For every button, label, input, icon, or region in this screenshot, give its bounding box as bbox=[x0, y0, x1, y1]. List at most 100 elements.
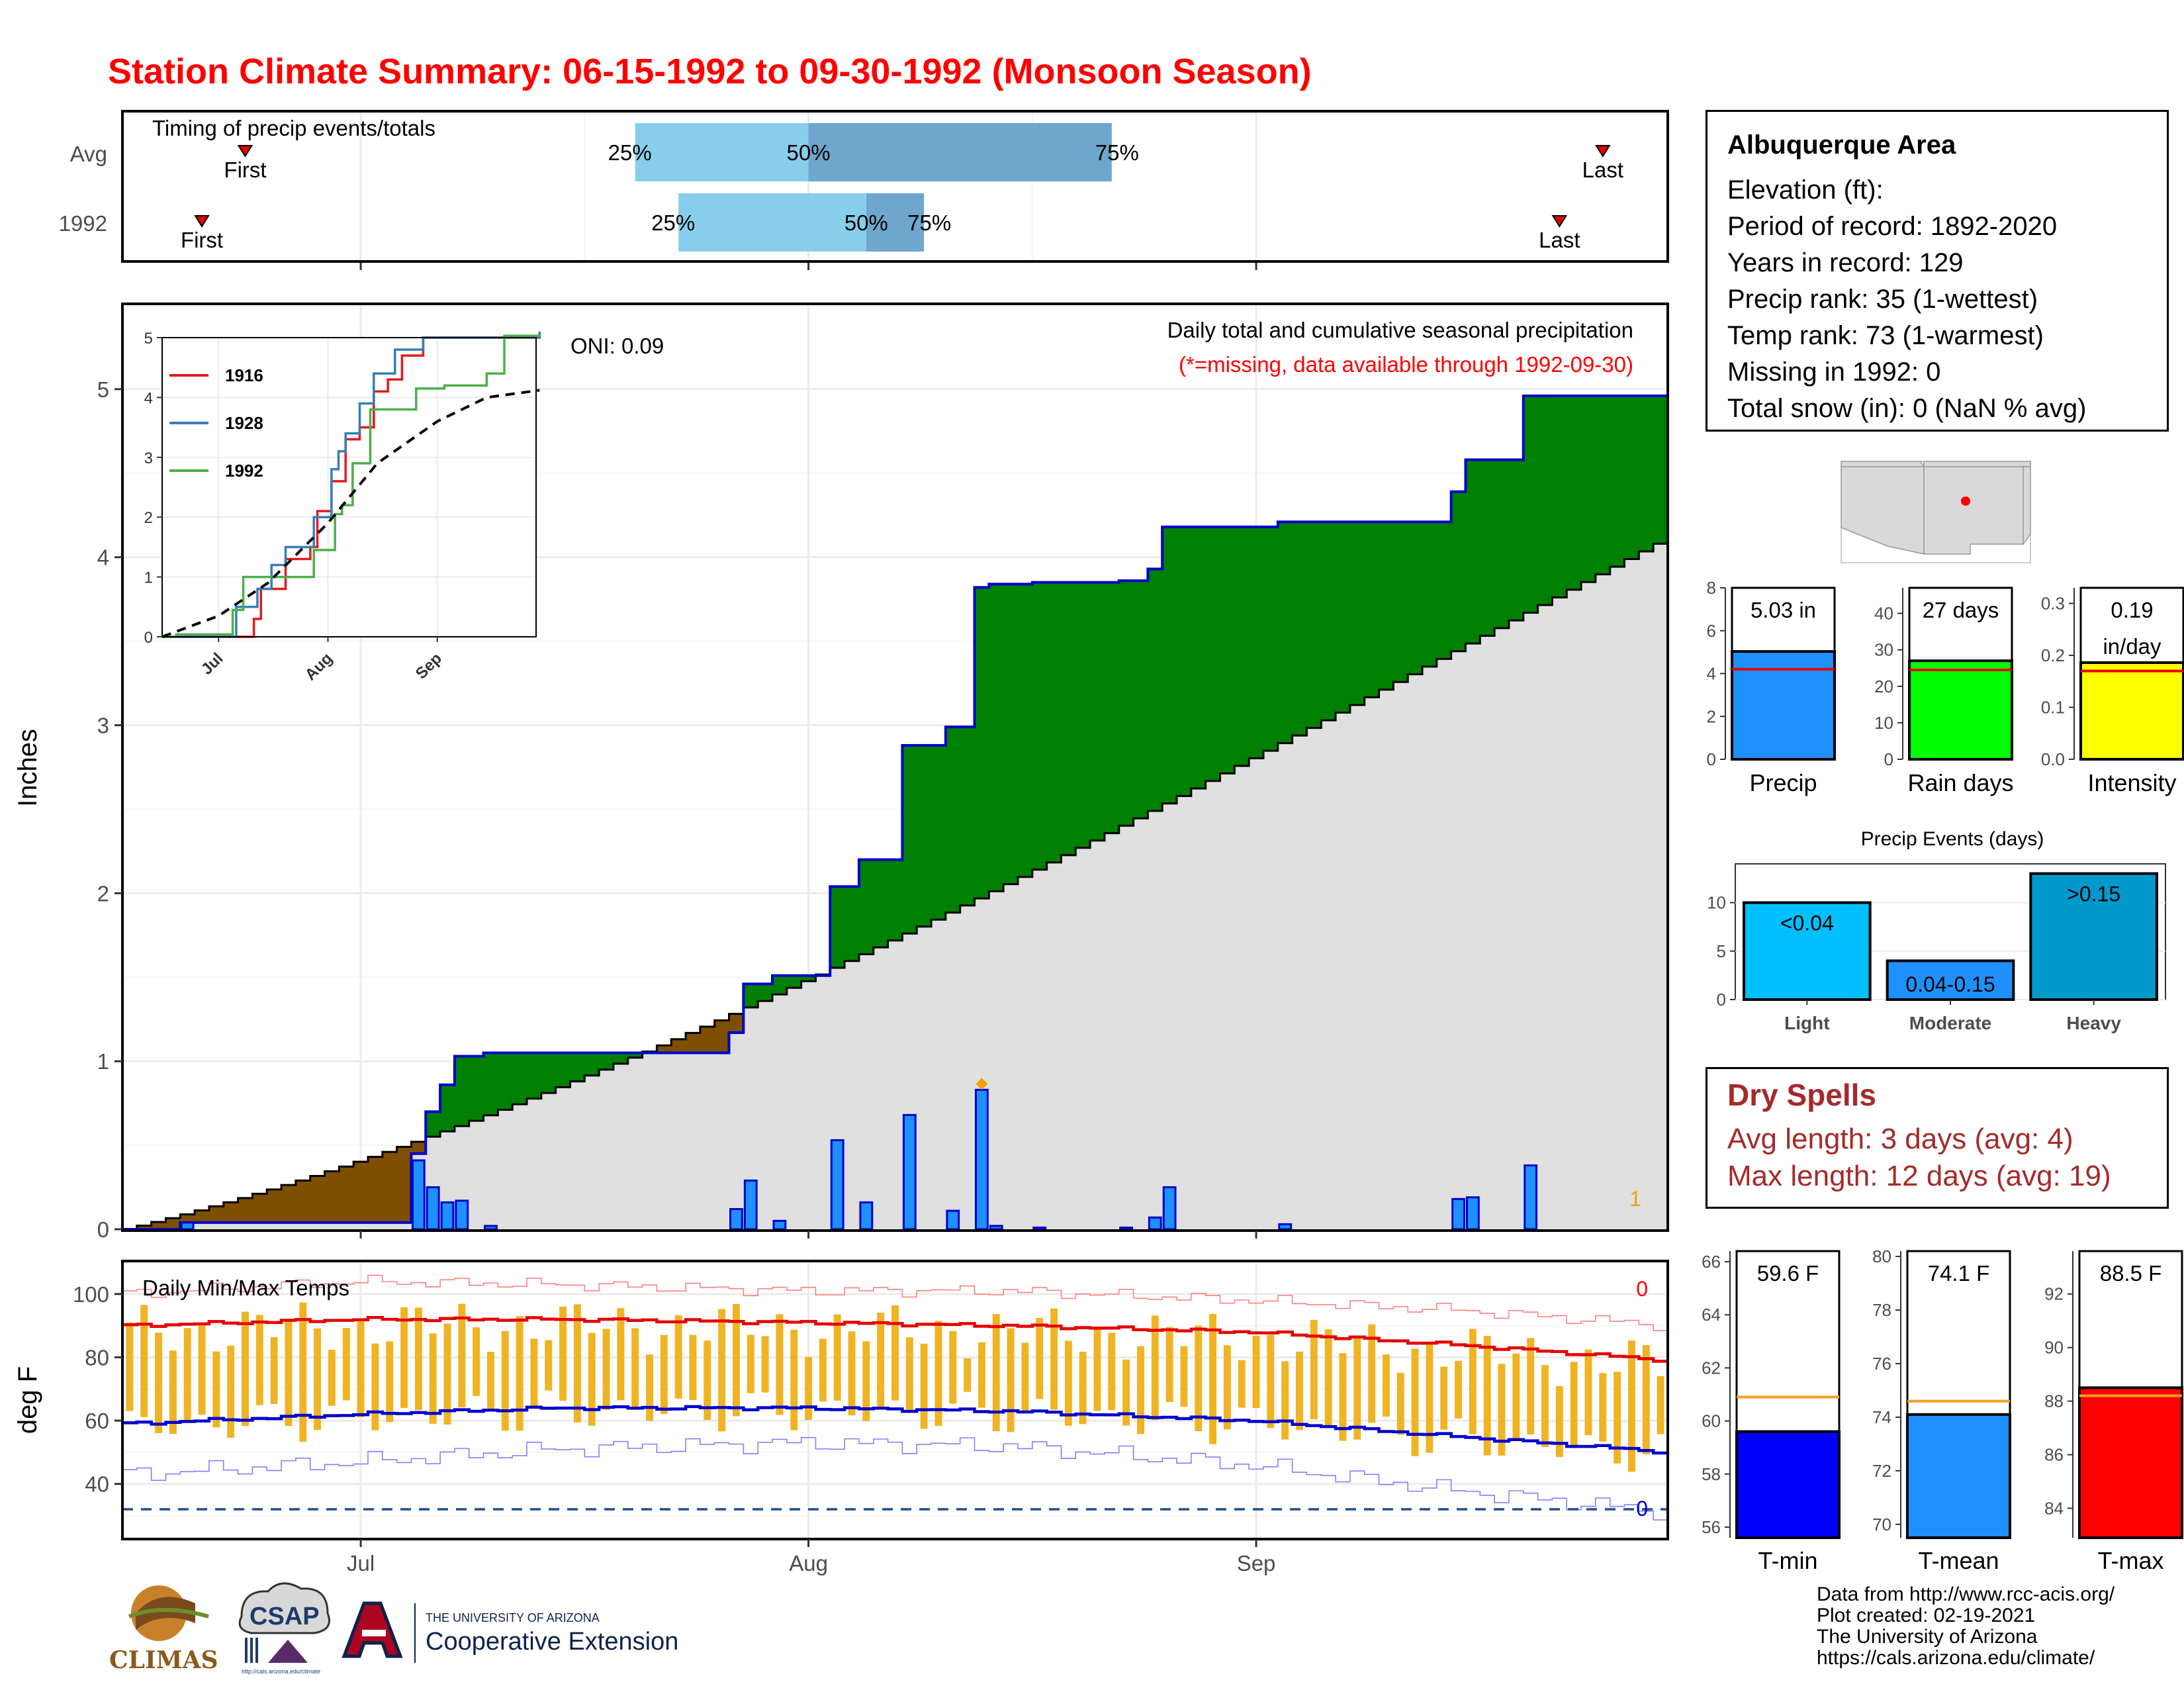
station-years: Years in record: 129 bbox=[1727, 248, 1964, 277]
temp-xtick-label: Aug bbox=[789, 1551, 828, 1575]
summary-category-label: Precip bbox=[1749, 769, 1817, 796]
below-normal-band bbox=[195, 1210, 210, 1223]
daily-temp-bar bbox=[299, 1302, 307, 1442]
daily-temp-bar bbox=[371, 1343, 379, 1430]
daily-temp-bar bbox=[1541, 1365, 1549, 1448]
below-normal-band bbox=[411, 1141, 426, 1154]
below-normal-band bbox=[295, 1180, 311, 1223]
below-normal-band bbox=[671, 1039, 686, 1053]
precip-ytick-label: 0 bbox=[97, 1217, 109, 1242]
daily-precip-bar bbox=[455, 1199, 469, 1231]
above-normal-band bbox=[1075, 582, 1091, 848]
daily-temp-bar bbox=[342, 1327, 350, 1401]
summary-category-label: Rain days bbox=[1907, 769, 2013, 796]
summary-value-bar bbox=[1908, 659, 2013, 761]
daily-temp-bar bbox=[328, 1350, 336, 1406]
above-normal-band bbox=[1494, 459, 1510, 628]
daily-precip-bar bbox=[830, 1139, 844, 1231]
avg-max-line bbox=[122, 1315, 1668, 1363]
below-normal-band bbox=[657, 1045, 672, 1053]
max-daily-marker bbox=[976, 1078, 988, 1090]
timing-row-1992: 1992 bbox=[59, 211, 107, 236]
above-normal-band bbox=[1292, 522, 1308, 736]
above-normal-band bbox=[1336, 522, 1351, 713]
daily-temp-bar bbox=[1599, 1373, 1607, 1442]
summary-ytick-label: 0.1 bbox=[2041, 698, 2065, 718]
timing-1992-q75-label: 75% bbox=[907, 211, 951, 235]
daily-temp-bar bbox=[1310, 1319, 1318, 1419]
daily-temp-bar bbox=[1469, 1329, 1477, 1434]
above-normal-band bbox=[974, 587, 989, 899]
summary-value-bar bbox=[2079, 661, 2184, 761]
precip-y-axis-label: Inches bbox=[13, 729, 42, 807]
daily-temp-bar bbox=[674, 1315, 682, 1399]
above-normal-band bbox=[469, 1056, 484, 1121]
daily-precip-bar bbox=[1451, 1197, 1465, 1231]
below-normal-band bbox=[700, 1026, 715, 1053]
above-normal-band bbox=[1537, 396, 1553, 606]
above-normal-band bbox=[498, 1053, 513, 1110]
daily-temp-bar bbox=[1498, 1364, 1506, 1456]
above-normal-band bbox=[1061, 582, 1076, 855]
credits: Data from http://www.rcc-acis.org/ Plot … bbox=[1817, 1584, 2115, 1669]
above-normal-band bbox=[1090, 582, 1105, 841]
above-normal-band bbox=[440, 1084, 455, 1132]
timing-1992-first-label: First bbox=[181, 228, 223, 252]
daily-temp-bar bbox=[530, 1338, 538, 1408]
daily-temp-bar bbox=[1064, 1340, 1072, 1426]
above-normal-band bbox=[887, 859, 903, 941]
daily-precip-bar bbox=[743, 1179, 758, 1231]
summary-ytick-label: 8 bbox=[1707, 578, 1716, 598]
precip-missing-note: (*=missing, data available through 1992-… bbox=[1179, 352, 1633, 377]
station-precip-rank: Precip rank: 35 (1-wettest) bbox=[1727, 285, 2038, 314]
below-normal-band bbox=[180, 1214, 195, 1223]
daily-temp-bar bbox=[602, 1329, 610, 1410]
precip-events-ytick-label: 5 bbox=[1717, 941, 1726, 961]
daily-temp-bar bbox=[443, 1323, 451, 1425]
above-normal-band bbox=[512, 1053, 527, 1105]
below-normal-band bbox=[208, 1206, 224, 1223]
above-normal-band bbox=[1220, 527, 1235, 774]
daily-temp-bar bbox=[1165, 1327, 1173, 1402]
daily-temp-bar bbox=[747, 1335, 754, 1393]
daily-temp-bar bbox=[1267, 1335, 1275, 1429]
below-normal-band bbox=[367, 1156, 383, 1223]
above-normal-band bbox=[1408, 522, 1423, 675]
summary-ytick-label: 0 bbox=[1707, 749, 1716, 769]
above-normal-band bbox=[917, 745, 932, 927]
daily-temp-bar bbox=[1527, 1338, 1535, 1434]
summary-category-label: Intensity bbox=[2087, 769, 2176, 796]
above-normal-band bbox=[1379, 522, 1394, 690]
climas-logo: CLIMAS bbox=[109, 1585, 218, 1674]
temp-summary-ytick-label: 64 bbox=[1702, 1305, 1721, 1325]
daily-precip-bar bbox=[1119, 1226, 1134, 1231]
daily-temp-bar bbox=[819, 1338, 827, 1402]
precip-ytick-label: 4 bbox=[97, 545, 109, 570]
temp-ytick-label: 60 bbox=[85, 1409, 109, 1433]
daily-temp-bar bbox=[1570, 1362, 1578, 1448]
daily-temp-bar bbox=[1195, 1325, 1203, 1431]
daily-precip-bar bbox=[440, 1201, 455, 1231]
above-normal-band bbox=[1191, 527, 1206, 789]
precip-events-ytick-label: 10 bbox=[1707, 893, 1726, 913]
timing-avg-first-marker bbox=[237, 145, 253, 158]
above-normal-band bbox=[1104, 582, 1120, 833]
temp-ytick-label: 40 bbox=[85, 1472, 109, 1497]
daily-temp-bar bbox=[501, 1331, 509, 1431]
daily-temp-bar bbox=[212, 1351, 220, 1428]
daily-temp-bar bbox=[1137, 1346, 1144, 1434]
precip-panel: 0 1 2 3 4 5 Daily total and cumulative season… bbox=[13, 303, 1669, 1242]
summary-value-bar bbox=[1731, 650, 1836, 761]
timing-avg-last-marker bbox=[1594, 145, 1611, 158]
daily-temp-bar bbox=[1642, 1344, 1650, 1454]
summary-rain-days-chart: 0 10 20 30 40 27 days Rain days bbox=[1874, 586, 2014, 796]
record-max-line bbox=[122, 1274, 1668, 1331]
daily-temp-bar bbox=[414, 1307, 422, 1411]
summary-intensity-chart: 0.0 0.1 0.2 0.3 0.19 in/day Intensity bbox=[2041, 586, 2184, 796]
above-normal-band bbox=[1567, 396, 1582, 590]
station-period: Period of record: 1892-2020 bbox=[1727, 212, 2058, 241]
daily-temp-bar bbox=[1296, 1351, 1303, 1430]
page-title: Station Climate Summary: 06-15-1992 to 0… bbox=[108, 52, 1312, 91]
summary-ytick-label: 10 bbox=[1874, 713, 1893, 733]
